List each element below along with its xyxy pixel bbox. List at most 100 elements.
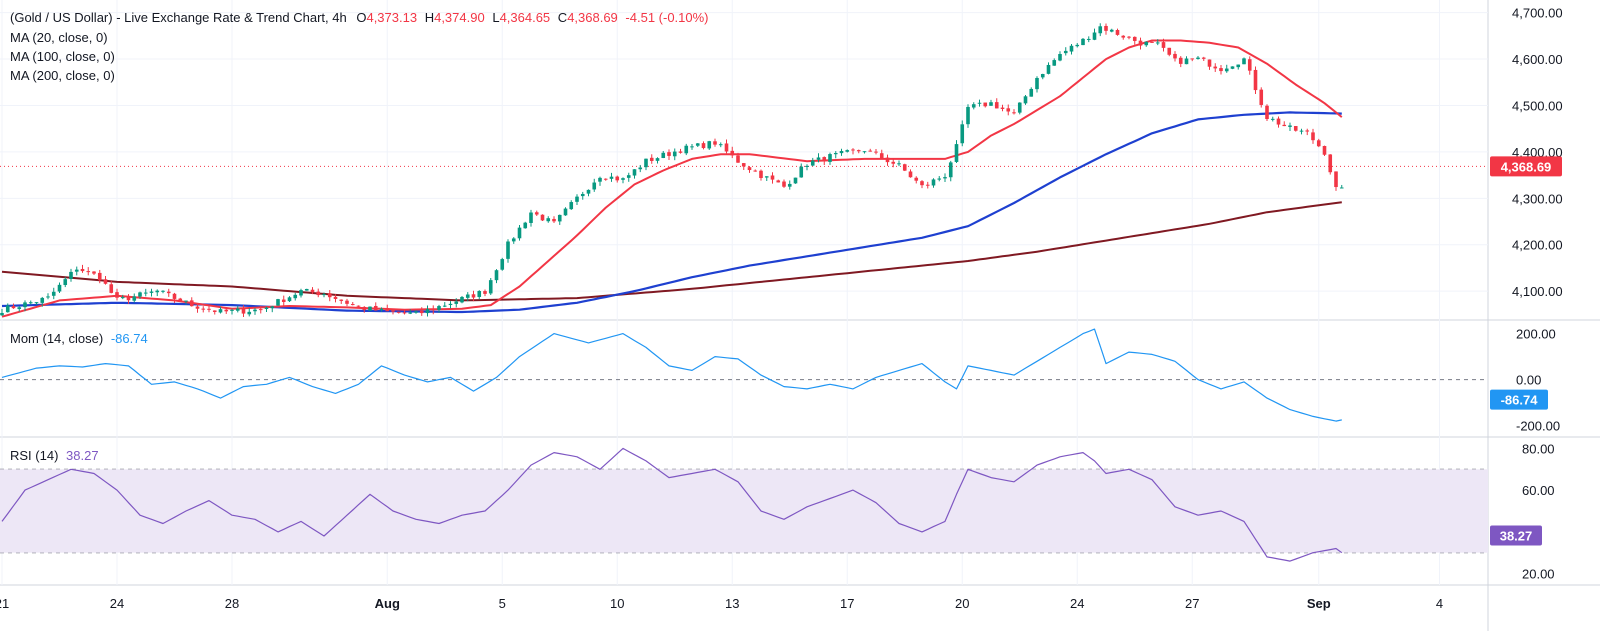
candle	[655, 157, 660, 164]
ma100-legend[interactable]: MA (100, close, 0)	[10, 49, 115, 64]
candle	[1109, 28, 1114, 33]
candle	[86, 267, 91, 276]
candle	[69, 268, 73, 282]
candle	[1052, 58, 1057, 66]
candle	[563, 207, 568, 216]
candle	[1161, 38, 1166, 52]
candle	[759, 169, 763, 181]
candle	[126, 294, 131, 304]
price-axis[interactable]: 4,700.00 4,600.00 4,500.00 4,400.00 4,300.00…	[1490, 6, 1563, 582]
candle	[517, 224, 522, 241]
ma200-line	[1, 201, 1342, 302]
candle	[471, 290, 476, 302]
candle	[46, 293, 50, 300]
candle	[402, 309, 407, 315]
candle	[488, 277, 493, 296]
candle	[1339, 184, 1344, 189]
price-tick-label: 4,700.00	[1512, 6, 1563, 21]
mom-label: Mom (14, close)	[10, 331, 104, 346]
candle	[1017, 102, 1022, 115]
candle	[437, 304, 441, 313]
candle	[730, 146, 735, 159]
candle	[920, 180, 924, 189]
x-tick-label: 28	[225, 596, 239, 611]
candle	[977, 99, 982, 107]
candle	[822, 156, 827, 166]
candle	[258, 306, 263, 314]
candle	[736, 152, 740, 163]
candle	[931, 178, 936, 188]
candle	[1259, 87, 1264, 108]
price-tick-label: 4,600.00	[1512, 52, 1563, 67]
ma20-legend[interactable]: MA (20, close, 0)	[10, 30, 108, 45]
ma200-label: MA (200, close, 0)	[10, 68, 115, 83]
candle	[586, 189, 591, 197]
candle	[1000, 104, 1005, 112]
candle	[327, 290, 332, 302]
candle	[580, 191, 585, 200]
candle	[971, 102, 976, 110]
candle	[868, 148, 873, 152]
candle	[1305, 128, 1310, 136]
mom-tick-label: 200.00	[1516, 327, 1556, 342]
candle	[1092, 28, 1097, 41]
close-value: 4,368.69	[567, 10, 618, 25]
candle	[713, 138, 717, 147]
candle	[678, 148, 683, 154]
candle	[299, 288, 303, 298]
candle	[1311, 128, 1315, 144]
candle	[1040, 73, 1045, 80]
candle	[937, 176, 942, 182]
candle	[1081, 38, 1085, 46]
ma20-line	[1, 39, 1343, 318]
candle	[304, 288, 309, 291]
candle	[983, 102, 988, 108]
candle	[816, 153, 821, 163]
time-axis[interactable]: 21 24 28 Aug 5 10 13 17 20 24 27 Sep 4	[0, 596, 1443, 611]
candle	[425, 305, 430, 317]
candle	[506, 239, 510, 263]
candle	[1219, 64, 1223, 75]
candle	[1184, 56, 1189, 65]
candle	[1029, 87, 1034, 97]
candle	[132, 293, 137, 303]
candle	[575, 194, 579, 205]
rsi-legend[interactable]: RSI (14) 38.27	[10, 448, 99, 463]
mom-legend[interactable]: Mom (14, close) -86.74	[10, 331, 148, 346]
candle	[828, 152, 832, 165]
candle	[810, 157, 815, 167]
candle	[212, 310, 217, 315]
candle	[540, 214, 545, 222]
candle	[534, 210, 539, 216]
rsi-line	[1, 447, 1343, 562]
x-tick-label: 27	[1185, 596, 1199, 611]
candle	[770, 172, 775, 184]
moving-averages	[1, 39, 1343, 318]
candle	[552, 216, 556, 224]
price-tick-label: 4,100.00	[1512, 284, 1563, 299]
candle	[891, 158, 896, 168]
candle	[741, 162, 746, 170]
candle	[1190, 58, 1195, 62]
candle	[1201, 56, 1206, 62]
ma200-legend[interactable]: MA (200, close, 0)	[10, 68, 115, 83]
candle	[224, 307, 229, 314]
candle	[178, 297, 183, 302]
candle	[661, 150, 666, 159]
candle	[1086, 36, 1091, 43]
candle	[529, 209, 533, 227]
candle	[649, 154, 654, 164]
high-label: H	[424, 10, 435, 25]
candle	[1299, 128, 1304, 135]
candle	[333, 294, 338, 303]
mom-value-label: -86.74	[1501, 393, 1539, 408]
rsi-tick-label: 60.00	[1522, 483, 1555, 498]
candle	[776, 179, 781, 183]
candle	[287, 296, 292, 302]
candle	[1098, 23, 1103, 37]
rsi-value-label: 38.27	[1500, 528, 1533, 543]
candle	[92, 271, 96, 276]
candle	[391, 309, 395, 315]
candle	[1023, 95, 1028, 105]
